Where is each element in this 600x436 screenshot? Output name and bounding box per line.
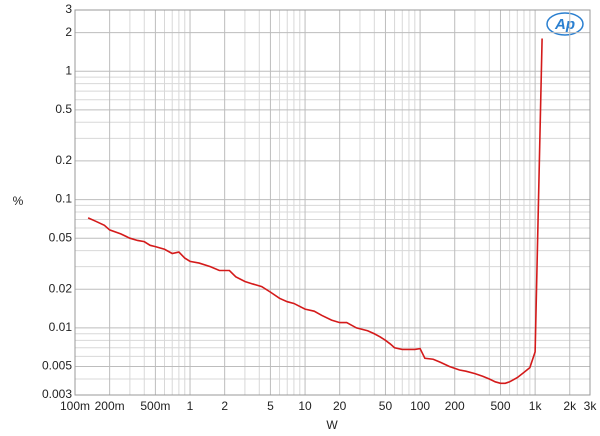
x-tick-label: 5 bbox=[267, 399, 274, 413]
y-tick-label: 2 bbox=[65, 25, 72, 39]
y-tick-label: 0.5 bbox=[55, 102, 72, 116]
y-tick-label: 0.003 bbox=[42, 387, 72, 401]
data-line bbox=[87, 38, 543, 385]
x-tick-label: 500 bbox=[490, 399, 510, 413]
x-tick-label: 10 bbox=[298, 399, 312, 413]
y-tick-label: 0.01 bbox=[49, 320, 73, 334]
x-tick-label: 1k bbox=[529, 399, 543, 413]
x-tick-label: 20 bbox=[333, 399, 347, 413]
x-tick-label: 50 bbox=[379, 399, 393, 413]
x-tick-label: 2k bbox=[563, 399, 577, 413]
x-tick-label: 100m bbox=[60, 399, 90, 413]
x-tick-label: 200m bbox=[95, 399, 125, 413]
x-tick-label: 500m bbox=[140, 399, 170, 413]
y-tick-label: 0.2 bbox=[55, 153, 72, 167]
y-tick-label: 0.1 bbox=[55, 192, 72, 206]
x-tick-label: 200 bbox=[445, 399, 465, 413]
x-tick-label: 3k bbox=[584, 399, 598, 413]
y-axis-label: % bbox=[13, 194, 24, 208]
y-tick-label: 0.005 bbox=[42, 359, 72, 373]
x-tick-label: 1 bbox=[187, 399, 194, 413]
logo-text: Ap bbox=[554, 16, 575, 33]
y-tick-label: 3 bbox=[65, 2, 72, 16]
x-axis-label: W bbox=[326, 418, 338, 432]
x-tick-label: 2 bbox=[221, 399, 228, 413]
x-tick-label: 100 bbox=[410, 399, 430, 413]
y-tick-label: 0.02 bbox=[49, 281, 73, 295]
logo-ring bbox=[546, 12, 584, 36]
y-tick-label: 0.05 bbox=[49, 230, 73, 244]
plot-frame bbox=[74, 9, 591, 396]
y-tick-label: 1 bbox=[65, 63, 72, 77]
